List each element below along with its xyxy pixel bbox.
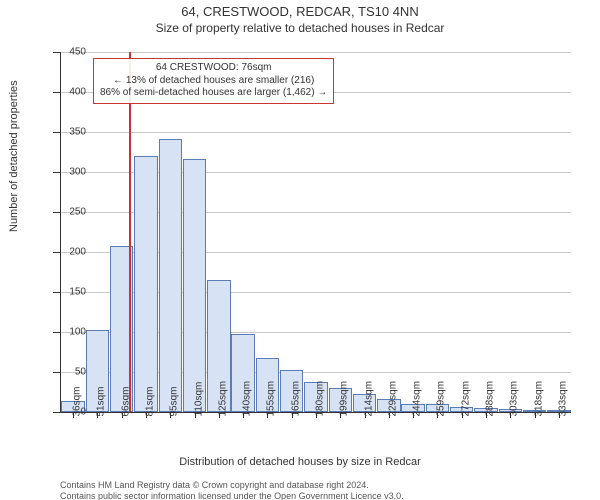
grid-line (61, 132, 571, 133)
info-line-2: ← 13% of detached houses are smaller (21… (100, 75, 327, 88)
histogram-bar (183, 159, 206, 412)
y-tick-label: 450 (46, 47, 86, 58)
y-tick-label: 350 (46, 127, 86, 138)
y-tick-label: 50 (46, 367, 86, 378)
y-tick-label: 150 (46, 287, 86, 298)
y-tick-label: 250 (46, 207, 86, 218)
y-tick-label: 300 (46, 167, 86, 178)
histogram-bar (159, 139, 182, 412)
footer-line-1: Contains HM Land Registry data © Crown c… (60, 480, 404, 491)
info-line-3: 86% of semi-detached houses are larger (… (100, 87, 327, 100)
chart-title: 64, CRESTWOOD, REDCAR, TS10 4NN (0, 4, 600, 19)
y-tick-label: 400 (46, 87, 86, 98)
y-tick-label: 100 (46, 327, 86, 338)
y-tick-label: 200 (46, 247, 86, 258)
footer-line-2: Contains public sector information licen… (60, 491, 404, 500)
x-axis-title: Distribution of detached houses by size … (0, 456, 600, 468)
histogram-bar (134, 156, 157, 412)
plot-area: 36sqm51sqm66sqm81sqm95sqm110sqm125sqm140… (60, 52, 571, 413)
property-info-box: 64 CRESTWOOD: 76sqm← 13% of detached hou… (93, 58, 334, 104)
chart-subtitle: Size of property relative to detached ho… (0, 21, 600, 35)
y-axis-title: Number of detached properties (8, 80, 20, 232)
info-line-1: 64 CRESTWOOD: 76sqm (100, 62, 327, 75)
footer-attribution: Contains HM Land Registry data © Crown c… (60, 480, 404, 500)
chart-container: 64, CRESTWOOD, REDCAR, TS10 4NN Size of … (0, 4, 600, 500)
property-marker-line (129, 52, 131, 412)
y-tick-label: 0 (46, 407, 86, 418)
grid-line (61, 52, 571, 53)
